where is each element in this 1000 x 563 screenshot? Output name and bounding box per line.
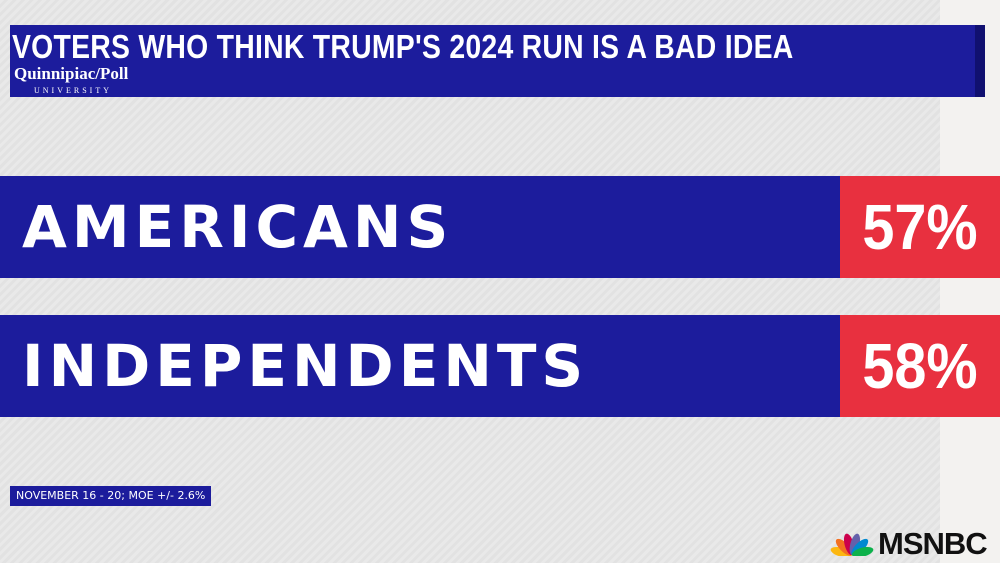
network-logo: MSNBC bbox=[878, 526, 988, 561]
value-box bbox=[840, 176, 1000, 278]
row-value: 57% bbox=[862, 191, 978, 263]
row-label: AMERICANS bbox=[22, 193, 454, 261]
value-box bbox=[840, 315, 1000, 417]
title-bar bbox=[10, 25, 985, 97]
row-label: INDEPENDENTS bbox=[22, 332, 589, 400]
poll-logo: Quinnipiac/Poll bbox=[14, 64, 129, 83]
row-bar bbox=[0, 176, 840, 278]
title: VOTERS WHO THINK TRUMP'S 2024 RUN IS A B… bbox=[12, 28, 794, 65]
row-value: 58% bbox=[862, 330, 978, 402]
row-bar bbox=[0, 315, 840, 417]
footnote: NOVEMBER 16 - 20; MOE +/- 2.6% bbox=[10, 486, 212, 506]
logo-name: Quinnipiac bbox=[14, 64, 96, 83]
logo-suffix: Poll bbox=[100, 64, 129, 83]
logo-sub: UNIVERSITY bbox=[34, 86, 112, 95]
peacock-icon bbox=[830, 533, 874, 556]
